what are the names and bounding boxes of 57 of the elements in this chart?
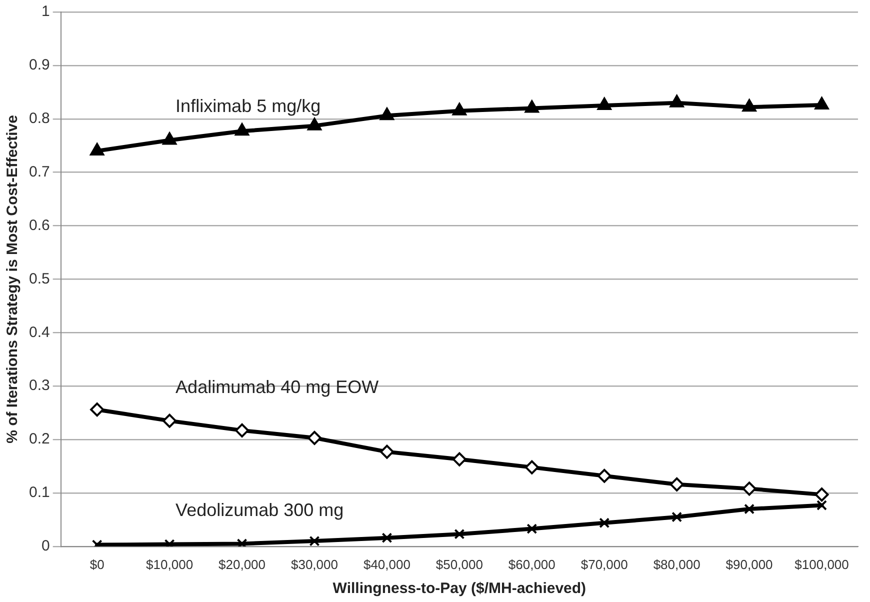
x-tick-label: $100,000 [794,556,849,572]
y-tick-label: 0.7 [28,163,50,180]
point [526,524,538,534]
point [597,468,612,483]
series-label: Infliximab 5 mg/kg [176,96,321,116]
y-tick-label: 0.4 [28,324,50,341]
point [670,477,684,492]
x-tick-label: $80,000 [653,556,700,572]
point [309,536,320,546]
point [382,532,392,544]
point [672,512,682,522]
y-tick-label: 0.9 [28,56,50,74]
point [524,460,539,474]
point [742,482,756,496]
y-axis-title: % of Iterations Strategy is Most Cost-Effective [4,114,22,444]
point [307,118,322,130]
series-label: Adalimumab 40 mg EOW [176,376,379,397]
point [235,423,250,438]
y-tick-label: 0.5 [28,270,50,288]
y-tick-label: 0.3 [28,377,50,394]
y-tick-label: 1 [42,3,50,20]
point [90,142,104,156]
point [90,402,104,417]
point [452,452,466,466]
x-tick-label: $70,000 [580,556,628,572]
y-tick-label: 0.1 [28,484,50,502]
point [380,444,394,459]
point [816,500,828,510]
point [597,98,612,110]
point [380,108,394,120]
point [452,102,466,116]
point [670,94,684,108]
point [814,488,829,502]
point [307,430,322,445]
x-tick-label: $60,000 [508,556,556,572]
y-tick-label: 0.8 [28,110,50,128]
x-axis-title: Willingness-to-Pay ($/MH-achieved) [332,580,586,598]
y-tick-label: 0.6 [28,216,50,234]
x-tick-label: $90,000 [726,556,773,572]
y-tick-label: 0.2 [28,430,50,448]
point [524,100,539,113]
x-tick-label: $0 [90,556,104,572]
x-tick-label: $30,000 [290,556,338,572]
point [742,99,756,112]
point [744,504,755,514]
y-tick-label: 0 [42,538,50,555]
x-tick-label: $10,000 [146,556,194,572]
point [234,123,250,136]
x-tick-label: $20,000 [218,556,266,572]
point [599,518,610,528]
series-label: Vedolizumab 300 mg [176,500,344,520]
point [814,96,829,110]
x-tick-label: $50,000 [436,556,483,572]
point [454,528,465,540]
x-tick-label: $40,000 [363,556,410,572]
point [162,132,177,145]
point [162,414,177,428]
